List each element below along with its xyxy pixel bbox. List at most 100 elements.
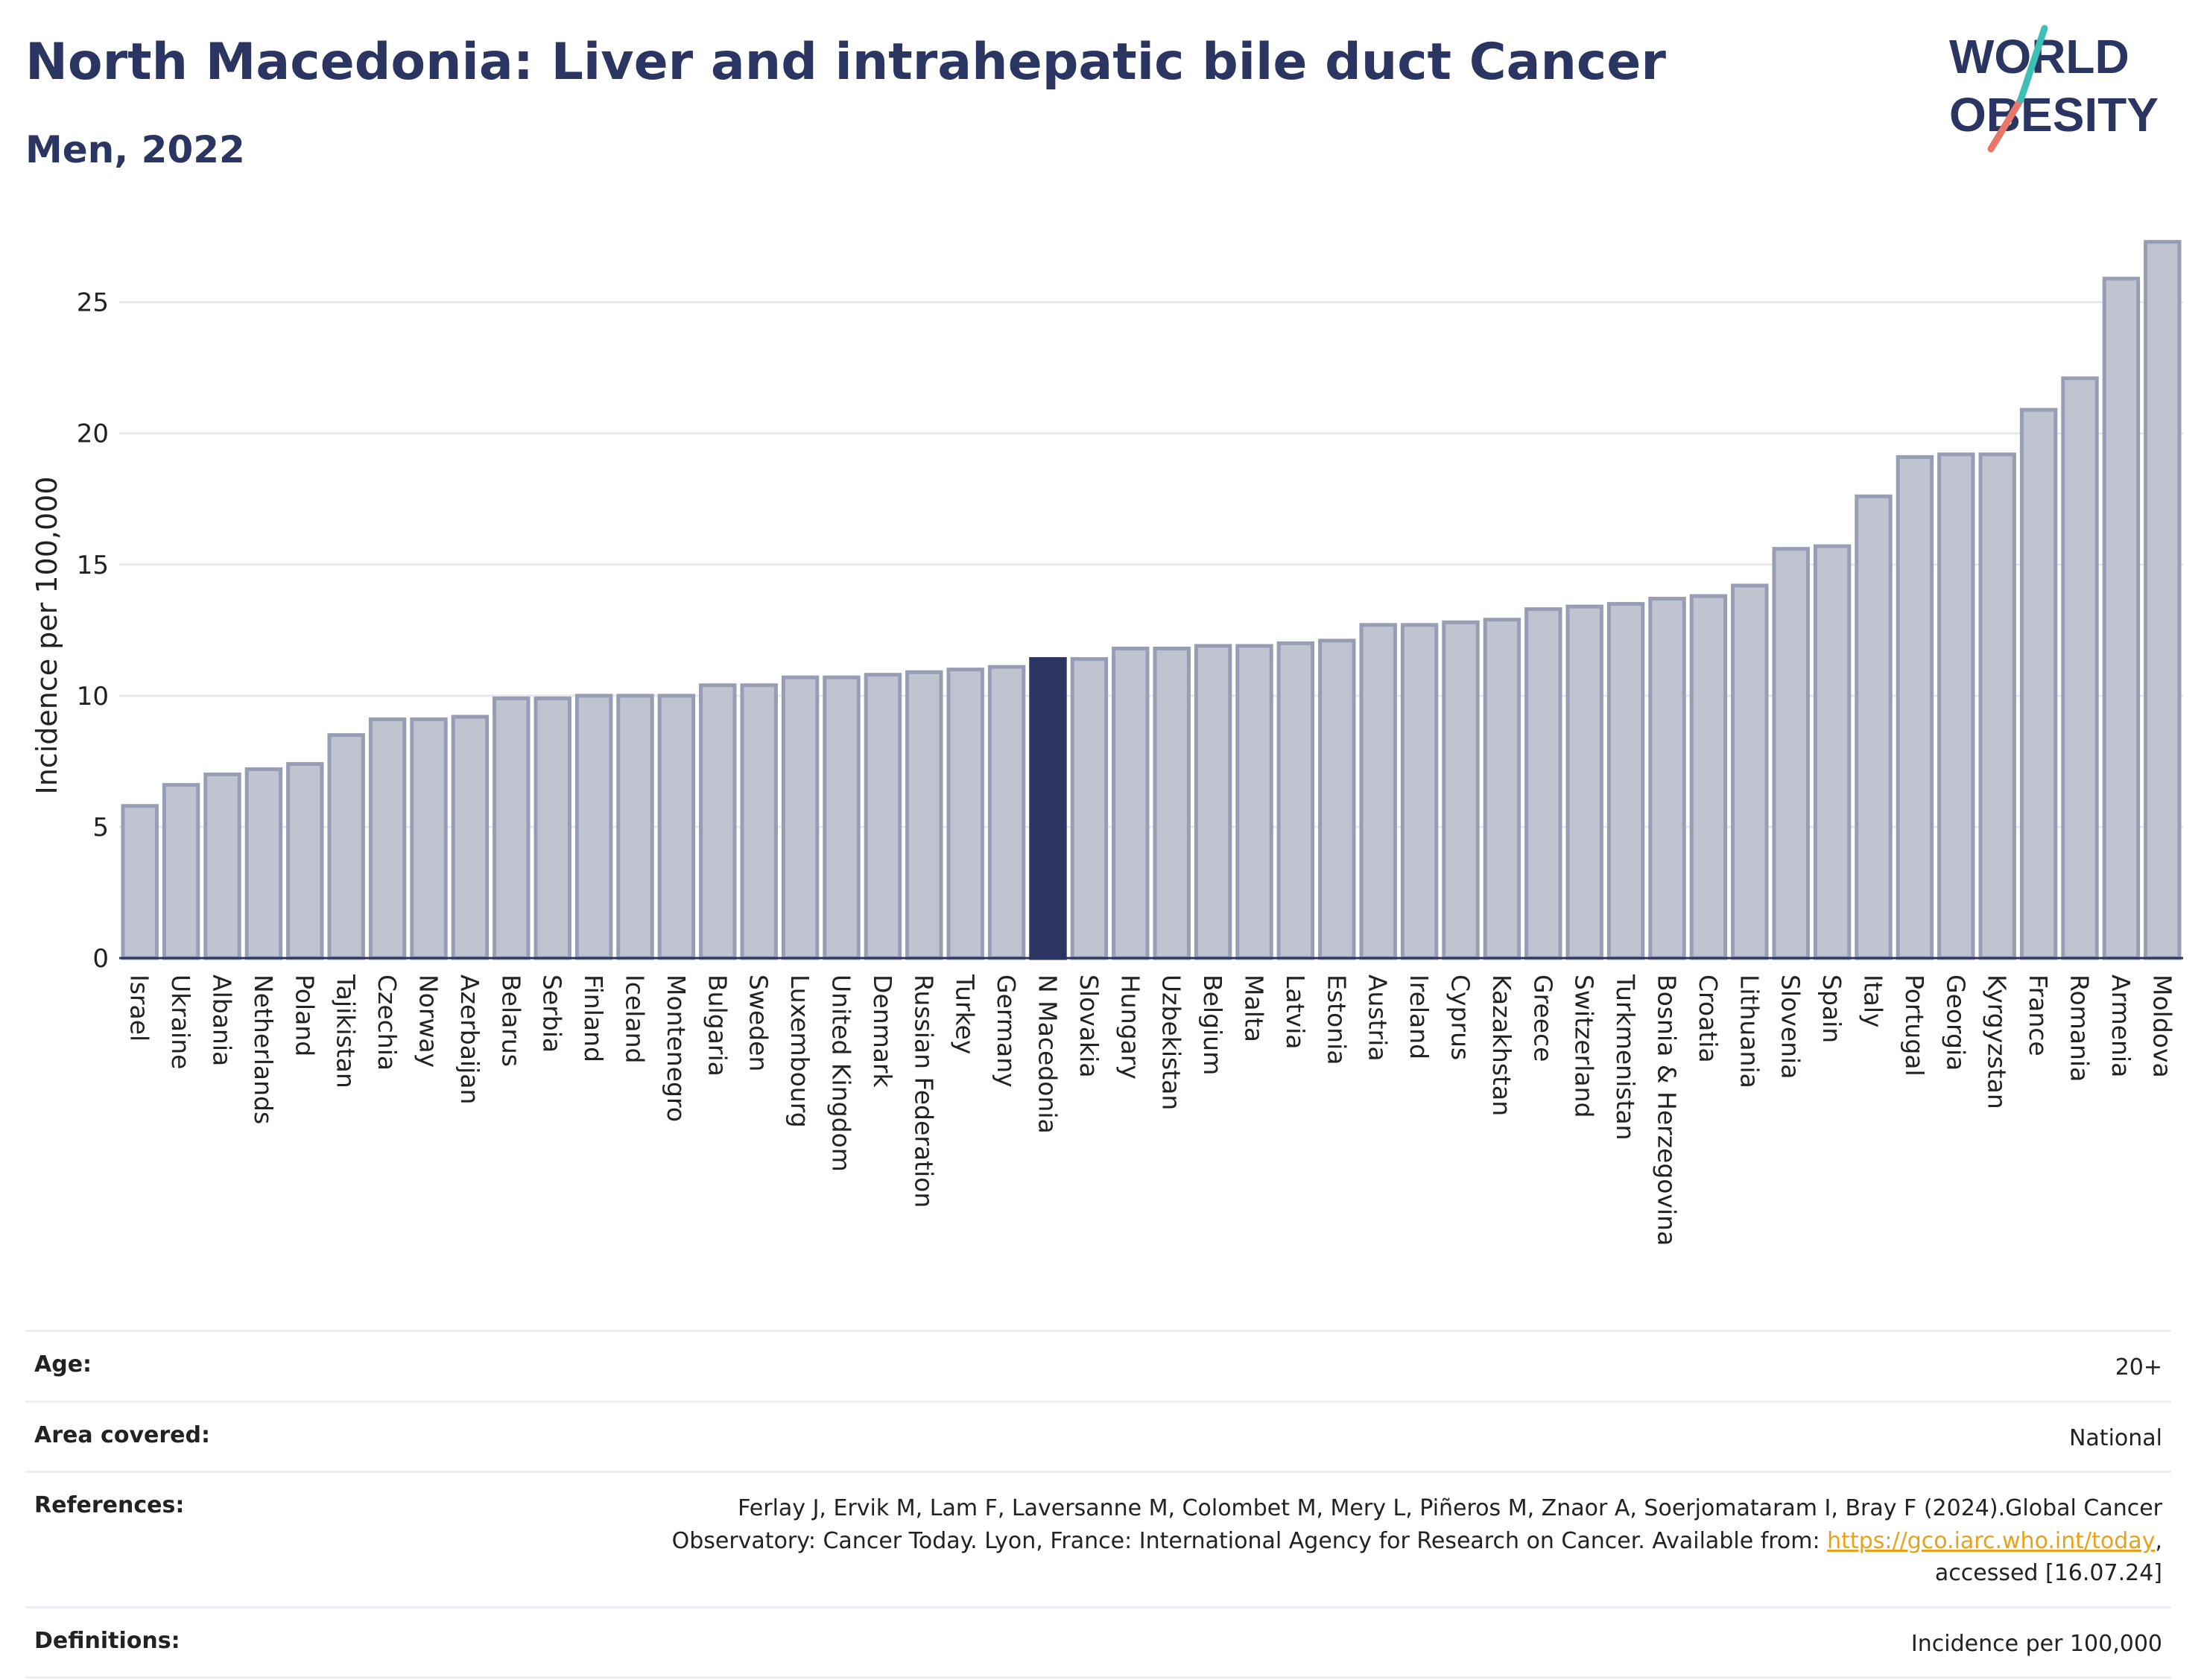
bar xyxy=(699,683,737,960)
bar xyxy=(946,668,984,960)
x-tick-label: Bulgaria xyxy=(703,974,732,1077)
bar xyxy=(1235,644,1273,960)
y-tick-label: 10 xyxy=(77,682,109,711)
x-tick-label: Kyrgyzstan xyxy=(1983,974,2012,1109)
x-tick-label: Slovenia xyxy=(1776,974,1805,1079)
x-tick-label: Ireland xyxy=(1405,974,1434,1059)
references-text-2: Observatory: Cancer Today. Lyon, France:… xyxy=(671,1527,1828,1554)
y-tick-label: 5 xyxy=(92,813,109,843)
bar xyxy=(740,683,778,960)
area-row: Area covered: National xyxy=(25,1400,2171,1471)
bar xyxy=(781,675,820,960)
bar xyxy=(121,804,159,960)
bar xyxy=(2061,376,2099,960)
x-tick-label: Sweden xyxy=(744,974,773,1071)
bar xyxy=(1606,602,1645,960)
bar xyxy=(1772,547,1810,960)
bar xyxy=(1896,454,1934,960)
x-tick-label: Luxembourg xyxy=(785,974,814,1128)
bar xyxy=(410,717,448,960)
x-tick-label: Uzbekistan xyxy=(1157,974,1186,1110)
x-tick-label: Serbia xyxy=(538,974,567,1053)
x-tick-label: Montenegro xyxy=(662,974,691,1122)
x-tick-label: Albania xyxy=(208,974,237,1066)
chart-title: North Macedonia: Liver and intrahepatic … xyxy=(25,33,1666,92)
bar xyxy=(2144,240,2182,960)
bar xyxy=(1978,452,2016,960)
x-tick-label: Malta xyxy=(1240,974,1269,1042)
references-value: Ferlay J, Ervik M, Lam F, Laversanne M, … xyxy=(672,1492,2162,1590)
x-tick-label: Spain xyxy=(1817,974,1846,1043)
x-tick-label: Russian Federation xyxy=(909,974,938,1208)
x-tick-label: United Kingdom xyxy=(827,974,856,1172)
x-tick-label: Cyprus xyxy=(1446,974,1475,1060)
bar xyxy=(1318,638,1356,960)
bar xyxy=(1153,646,1191,960)
x-tick-label: Finland xyxy=(579,974,608,1062)
x-tick-label: France xyxy=(2024,974,2053,1056)
definitions-label: Definitions: xyxy=(34,1627,180,1654)
bar xyxy=(327,733,365,960)
bar xyxy=(2019,408,2058,960)
x-tick-label: Turkey xyxy=(951,974,980,1054)
bar xyxy=(1689,594,1728,960)
x-tick-label: Hungary xyxy=(1115,974,1144,1080)
definitions-value: Incidence per 100,000 xyxy=(1910,1630,2162,1657)
info-table: Age: 20+ Area covered: National Referenc… xyxy=(25,1330,2171,1679)
bar xyxy=(533,696,571,960)
x-tick-label: Azerbaijan xyxy=(455,974,484,1104)
bar xyxy=(1483,618,1521,960)
y-axis-label: Incidence per 100,000 xyxy=(31,476,63,794)
y-tick-label: 0 xyxy=(92,944,109,974)
bar-highlight xyxy=(1029,657,1067,960)
x-axis-labels: Israel Ukraine Albania Netherlands Poland Taj… xyxy=(125,974,2177,1246)
x-tick-label: Belarus xyxy=(496,974,525,1067)
x-tick-label: Romania xyxy=(2065,974,2094,1082)
bar xyxy=(864,673,902,960)
bar xyxy=(2102,276,2141,960)
bar xyxy=(1565,604,1603,960)
x-tick-label: Ukraine xyxy=(166,974,195,1069)
x-tick-label: Estonia xyxy=(1322,974,1351,1065)
bar xyxy=(987,665,1026,960)
y-tick-label: 20 xyxy=(77,419,109,449)
logo-slash-upper xyxy=(2017,25,2048,104)
bar-chart: 0 5 10 15 20 25 Israel Ukraine Albania Netherlan… xyxy=(31,240,2183,1246)
x-tick-label: Poland xyxy=(290,974,319,1056)
x-tick-label: Norway xyxy=(414,974,443,1068)
x-tick-label: Moldova xyxy=(2147,974,2176,1078)
x-tick-label: N Macedonia xyxy=(1033,974,1063,1134)
y-tick-label: 25 xyxy=(77,288,109,318)
bar xyxy=(616,694,654,960)
y-axis-ticks: 0 5 10 15 20 25 xyxy=(77,288,109,974)
bar xyxy=(1276,641,1315,960)
area-label: Area covered: xyxy=(34,1421,210,1448)
bar xyxy=(1400,623,1439,960)
age-value: 20+ xyxy=(2115,1354,2162,1381)
bar xyxy=(286,761,324,960)
logo-line2: OBESITY xyxy=(1949,88,2159,142)
x-tick-label: Latvia xyxy=(1281,974,1310,1049)
x-tick-label: Armenia xyxy=(2106,974,2135,1077)
bar xyxy=(1648,597,1686,960)
bar xyxy=(162,783,200,960)
references-link[interactable]: https://gco.iarc.who.int/today xyxy=(1827,1527,2156,1554)
references-text-4: accessed [16.07.24] xyxy=(1934,1560,2162,1586)
x-tick-label: Switzerland xyxy=(1570,974,1599,1118)
bar xyxy=(1524,607,1562,960)
age-row: Age: 20+ xyxy=(25,1330,2171,1401)
references-text-3: , xyxy=(2155,1527,2162,1554)
x-tick-label: Turkmenistan xyxy=(1611,974,1640,1141)
x-tick-label: Lithuania xyxy=(1735,974,1764,1088)
y-tick-label: 15 xyxy=(77,551,109,580)
references-text-1: Ferlay J, Ervik M, Lam F, Laversanne M, … xyxy=(738,1495,2162,1521)
bar xyxy=(657,694,696,960)
x-tick-label: Italy xyxy=(1859,974,1888,1028)
references-row: References: Ferlay J, Ervik M, Lam F, La… xyxy=(25,1471,2171,1606)
references-label: References: xyxy=(34,1492,185,1518)
x-tick-label: Netherlands xyxy=(249,974,278,1124)
logo-slash-lower xyxy=(1987,96,2024,153)
x-tick-label: Kazakhstan xyxy=(1487,974,1516,1116)
area-value: National xyxy=(2068,1424,2162,1451)
definitions-row: Definitions: Incidence per 100,000 xyxy=(25,1605,2171,1679)
